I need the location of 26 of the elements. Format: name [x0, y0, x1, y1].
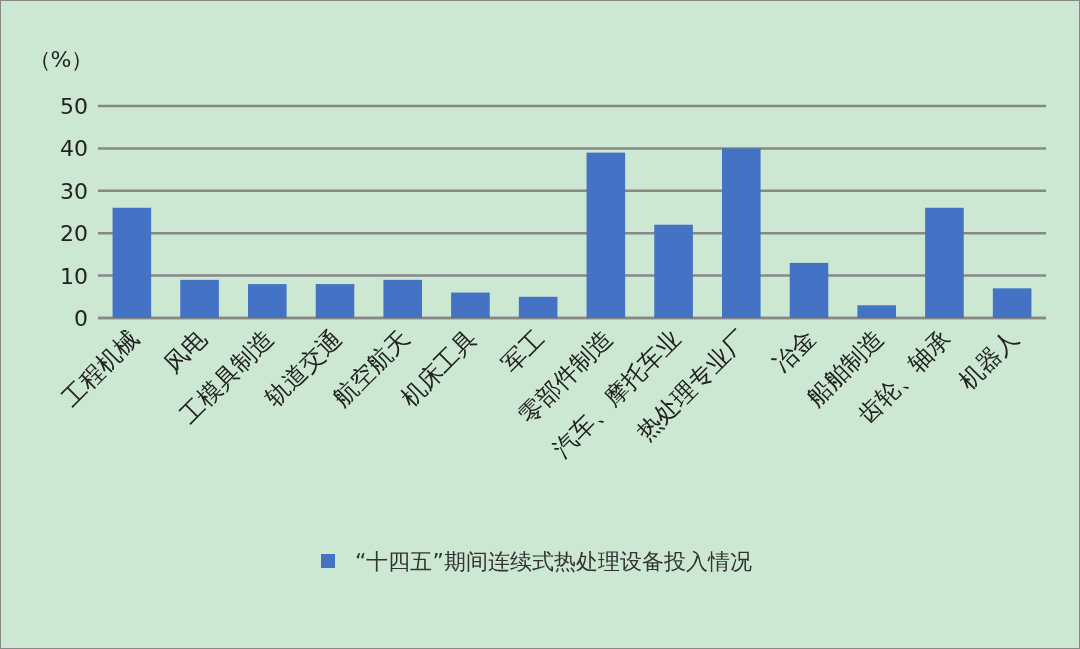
bar: [925, 207, 964, 318]
y-tick-label: 0: [74, 306, 88, 331]
y-tick-label: 30: [60, 178, 88, 204]
bar: [857, 305, 897, 318]
y-tick-label: 40: [60, 136, 88, 162]
legend-label: “十四五”期间连续式热处理设备投入情况: [355, 548, 752, 576]
bar: [586, 152, 626, 318]
y-axis-title: （%）: [28, 47, 94, 72]
bar: [383, 279, 423, 318]
x-tick-label: 军工: [496, 324, 551, 379]
bar: [721, 148, 761, 318]
bar: [789, 262, 829, 318]
bar: [451, 292, 490, 318]
y-tick-label: 10: [60, 263, 88, 289]
bar: [992, 288, 1032, 318]
bar: [180, 279, 219, 318]
bar: [112, 207, 152, 318]
x-tick-label: 冶金: [767, 324, 822, 379]
x-tick-label: 机器人: [953, 324, 1025, 396]
bar: [247, 284, 287, 318]
bar: [518, 296, 558, 318]
y-tick-label: 50: [60, 94, 88, 119]
x-tick-label: 风电: [158, 324, 212, 379]
bar: [654, 224, 693, 318]
bar: [315, 284, 355, 318]
y-tick-label: 20: [60, 221, 88, 247]
